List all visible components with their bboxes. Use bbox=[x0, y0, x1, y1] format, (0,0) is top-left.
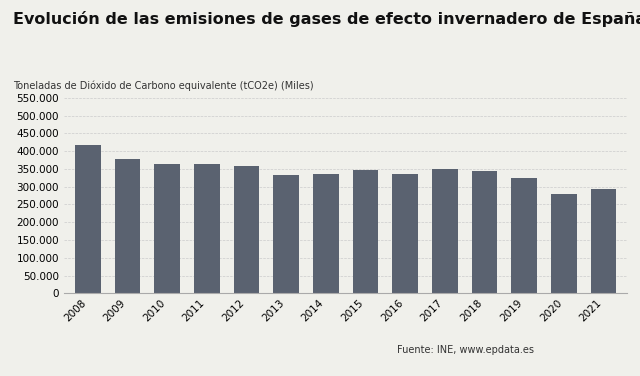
Bar bbox=[194, 164, 220, 293]
Bar bbox=[392, 174, 418, 293]
Bar bbox=[115, 159, 140, 293]
Text: Toneladas de Dióxido de Carbono equivalente (tCO2e) (Miles): Toneladas de Dióxido de Carbono equivale… bbox=[13, 81, 314, 91]
Bar bbox=[353, 170, 378, 293]
Text: Evolución de las emisiones de gases de efecto invernadero de España entre 2008 y: Evolución de las emisiones de gases de e… bbox=[13, 11, 640, 27]
Text: Fuente: INE, www.epdata.es: Fuente: INE, www.epdata.es bbox=[397, 345, 534, 355]
Bar bbox=[313, 174, 339, 293]
Bar bbox=[75, 145, 100, 293]
Bar bbox=[432, 169, 458, 293]
Bar bbox=[234, 166, 259, 293]
Bar bbox=[273, 175, 299, 293]
Bar bbox=[472, 171, 497, 293]
Bar bbox=[551, 194, 577, 293]
Bar bbox=[591, 189, 616, 293]
Bar bbox=[154, 164, 180, 293]
Bar bbox=[511, 178, 537, 293]
